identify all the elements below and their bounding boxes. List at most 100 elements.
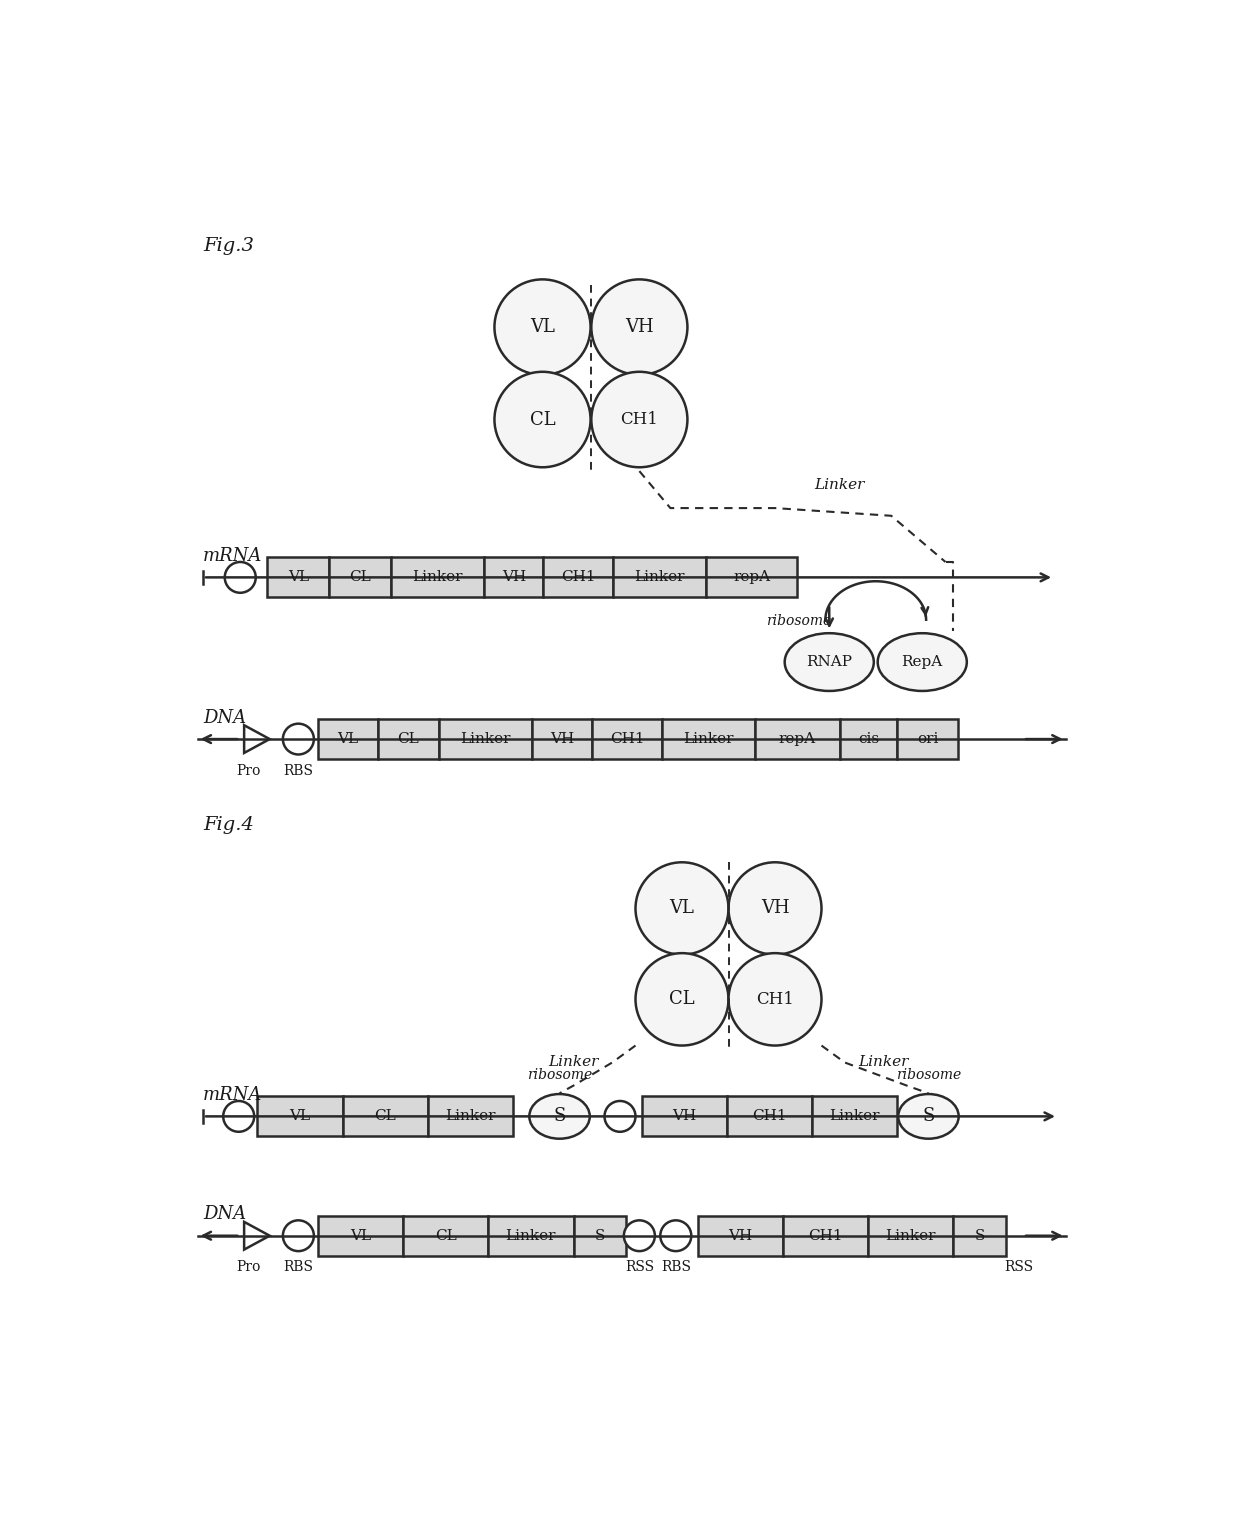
FancyBboxPatch shape [727,1096,812,1136]
Text: CL: CL [374,1110,396,1123]
Text: ribosome: ribosome [527,1068,593,1082]
Text: Fig.4: Fig.4 [203,816,254,834]
Text: RepA: RepA [901,656,942,669]
Circle shape [283,1220,314,1251]
Text: CL: CL [435,1228,456,1242]
Text: VH: VH [625,319,653,336]
Text: Linker: Linker [830,1110,880,1123]
FancyBboxPatch shape [954,1216,1006,1256]
Text: RSS: RSS [625,1260,653,1274]
FancyBboxPatch shape [782,1216,868,1256]
FancyBboxPatch shape [868,1216,954,1256]
Circle shape [591,280,687,376]
Text: CH1: CH1 [753,1110,787,1123]
Text: Fig.3: Fig.3 [203,237,254,255]
Text: VH: VH [549,733,574,746]
FancyBboxPatch shape [573,1216,626,1256]
Text: DNA: DNA [203,708,247,726]
Text: Pro: Pro [236,1260,260,1274]
Text: CH1: CH1 [610,733,645,746]
Text: CH1: CH1 [560,571,595,585]
FancyBboxPatch shape [392,557,485,597]
Text: RBS: RBS [284,1260,314,1274]
FancyBboxPatch shape [613,557,706,597]
Circle shape [729,953,821,1045]
Text: VL: VL [289,1110,310,1123]
Text: CH1: CH1 [756,991,794,1008]
Text: CL: CL [529,411,556,428]
Text: CH1: CH1 [620,411,658,428]
Text: mRNA: mRNA [203,546,263,565]
FancyBboxPatch shape [898,719,957,759]
FancyBboxPatch shape [317,1216,403,1256]
Text: VL: VL [350,1228,371,1242]
Text: Linker: Linker [683,733,734,746]
Circle shape [224,562,255,593]
FancyBboxPatch shape [258,1096,342,1136]
FancyBboxPatch shape [403,1216,489,1256]
Ellipse shape [878,633,967,691]
Polygon shape [244,725,270,753]
FancyBboxPatch shape [532,719,593,759]
FancyBboxPatch shape [428,1096,513,1136]
Text: CL: CL [398,733,419,746]
Ellipse shape [898,1094,959,1139]
Ellipse shape [529,1094,590,1139]
FancyBboxPatch shape [543,557,613,597]
Circle shape [223,1100,254,1131]
Text: S: S [595,1228,605,1242]
Text: RNAP: RNAP [806,656,852,669]
Circle shape [729,862,821,954]
Text: cis: cis [858,733,879,746]
Text: Linker: Linker [548,1054,599,1068]
Circle shape [605,1100,635,1131]
Text: CL: CL [670,990,694,1008]
Text: VH: VH [760,899,790,917]
Circle shape [591,372,687,468]
Text: DNA: DNA [203,1205,247,1224]
Text: VL: VL [529,319,556,336]
Text: RSS: RSS [1004,1260,1034,1274]
Text: CL: CL [350,571,371,585]
Text: VH: VH [672,1110,697,1123]
Text: Linker: Linker [813,479,864,492]
FancyBboxPatch shape [330,557,392,597]
Text: RBS: RBS [661,1260,691,1274]
FancyBboxPatch shape [268,557,330,597]
Text: Linker: Linker [858,1054,909,1068]
Text: S: S [553,1108,565,1125]
FancyBboxPatch shape [439,719,532,759]
Polygon shape [244,1222,270,1250]
FancyBboxPatch shape [812,1096,898,1136]
FancyBboxPatch shape [697,1216,782,1256]
Text: Linker: Linker [506,1228,556,1242]
Circle shape [495,280,590,376]
Text: RBS: RBS [284,763,314,777]
Text: ori: ori [918,733,939,746]
FancyBboxPatch shape [593,719,662,759]
Text: S: S [975,1228,985,1242]
Ellipse shape [785,633,874,691]
Text: VL: VL [337,733,358,746]
Text: ribosome: ribosome [765,614,831,628]
Text: Pro: Pro [236,763,260,777]
FancyBboxPatch shape [378,719,439,759]
FancyBboxPatch shape [485,557,543,597]
Text: repA: repA [733,571,770,585]
Text: VL: VL [670,899,694,917]
FancyBboxPatch shape [841,719,898,759]
Text: Linker: Linker [885,1228,936,1242]
Circle shape [283,723,314,754]
FancyBboxPatch shape [706,557,797,597]
Text: Linker: Linker [460,733,511,746]
Text: mRNA: mRNA [203,1087,263,1103]
Circle shape [661,1220,692,1251]
Circle shape [495,372,590,468]
FancyBboxPatch shape [489,1216,573,1256]
FancyBboxPatch shape [755,719,841,759]
FancyBboxPatch shape [342,1096,428,1136]
Text: CH1: CH1 [808,1228,843,1242]
Circle shape [635,862,729,954]
Text: Linker: Linker [413,571,463,585]
Text: S: S [923,1108,935,1125]
